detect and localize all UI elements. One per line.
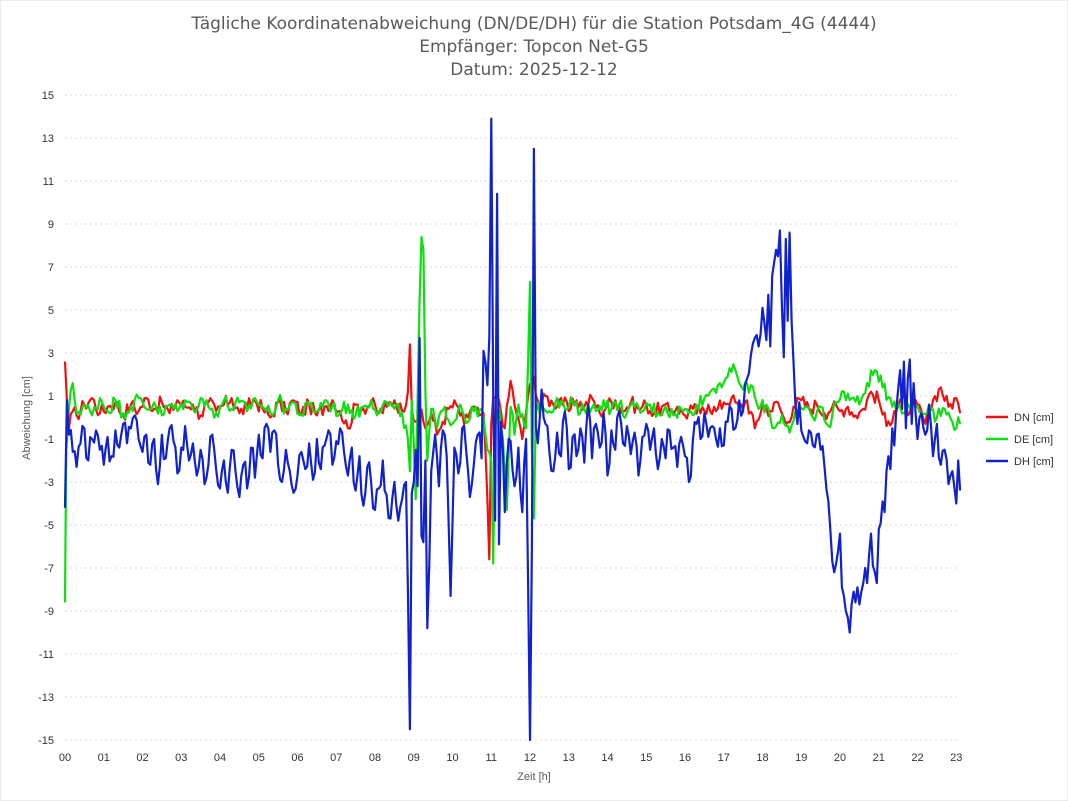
data-series bbox=[63, 117, 962, 742]
x-tick-label: 06 bbox=[291, 752, 303, 764]
y-tick-label: -9 bbox=[44, 606, 54, 618]
x-tick-label: 11 bbox=[486, 752, 497, 764]
y-tick-label: -13 bbox=[38, 692, 54, 704]
chart-title-line-2: Empfänger: Topcon Net-G5 bbox=[419, 37, 649, 57]
y-tick-label: 15 bbox=[42, 90, 54, 102]
legend-label: DE [cm] bbox=[1014, 434, 1053, 446]
x-axis-ticks: 00 01 02 03 04 05 06 07 08 09 10 11 12 13 14 15 16 17 18 19… bbox=[59, 752, 963, 764]
y-tick-label: -3 bbox=[44, 477, 54, 489]
x-tick-label: 22 bbox=[911, 752, 923, 764]
x-tick-label: 18 bbox=[756, 752, 768, 764]
x-tick-label: 14 bbox=[601, 752, 613, 764]
y-tick-label: -11 bbox=[39, 649, 54, 661]
y-axis-label: Abweichung [cm] bbox=[21, 376, 33, 460]
chart-title-line-1: Tägliche Koordinatenabweichung (DN/DE/DH… bbox=[190, 14, 876, 34]
x-tick-label: 01 bbox=[98, 752, 110, 764]
x-tick-label: 04 bbox=[214, 752, 226, 764]
chart-title-line-3: Datum: 2025-12-12 bbox=[450, 60, 617, 80]
y-tick-label: 7 bbox=[48, 262, 54, 274]
y-tick-label: -15 bbox=[38, 735, 54, 747]
y-tick-label: 9 bbox=[48, 219, 54, 231]
x-tick-label: 12 bbox=[524, 752, 536, 764]
series-line-dn bbox=[63, 343, 962, 561]
x-tick-label: 07 bbox=[330, 752, 342, 764]
x-tick-label: 15 bbox=[640, 752, 652, 764]
x-tick-label: 10 bbox=[446, 752, 458, 764]
y-tick-label: 3 bbox=[48, 348, 54, 360]
x-tick-label: 23 bbox=[950, 752, 962, 764]
legend-label: DN [cm] bbox=[1014, 412, 1054, 424]
x-tick-label: 19 bbox=[795, 752, 807, 764]
y-tick-label: -7 bbox=[44, 563, 54, 575]
x-tick-label: 05 bbox=[253, 752, 265, 764]
legend: DN [cm] DE [cm] DH [cm] bbox=[986, 412, 1054, 468]
x-tick-label: 16 bbox=[679, 752, 691, 764]
x-tick-label: 02 bbox=[136, 752, 148, 764]
y-tick-label: -5 bbox=[44, 520, 54, 532]
series-line-de bbox=[63, 235, 962, 603]
y-axis-ticks: 15 13 11 9 7 5 3 1 -1 -3 -5 -7 -9 -11 -13 -15 bbox=[38, 90, 54, 747]
y-tick-label: 1 bbox=[48, 391, 54, 403]
x-tick-label: 00 bbox=[59, 752, 71, 764]
x-axis-label: Zeit [h] bbox=[517, 771, 551, 783]
y-tick-label: 11 bbox=[43, 176, 54, 188]
x-tick-label: 21 bbox=[873, 752, 885, 764]
legend-label: DH [cm] bbox=[1014, 456, 1054, 468]
x-tick-label: 20 bbox=[834, 752, 846, 764]
x-tick-label: 03 bbox=[175, 752, 187, 764]
x-tick-label: 17 bbox=[718, 752, 730, 764]
y-tick-label: 5 bbox=[48, 305, 54, 317]
x-tick-label: 13 bbox=[563, 752, 575, 764]
y-tick-label: -1 bbox=[44, 434, 54, 446]
series-line-dh bbox=[63, 117, 962, 742]
x-tick-label: 09 bbox=[408, 752, 420, 764]
x-tick-label: 08 bbox=[369, 752, 381, 764]
y-tick-label: 13 bbox=[42, 133, 54, 145]
